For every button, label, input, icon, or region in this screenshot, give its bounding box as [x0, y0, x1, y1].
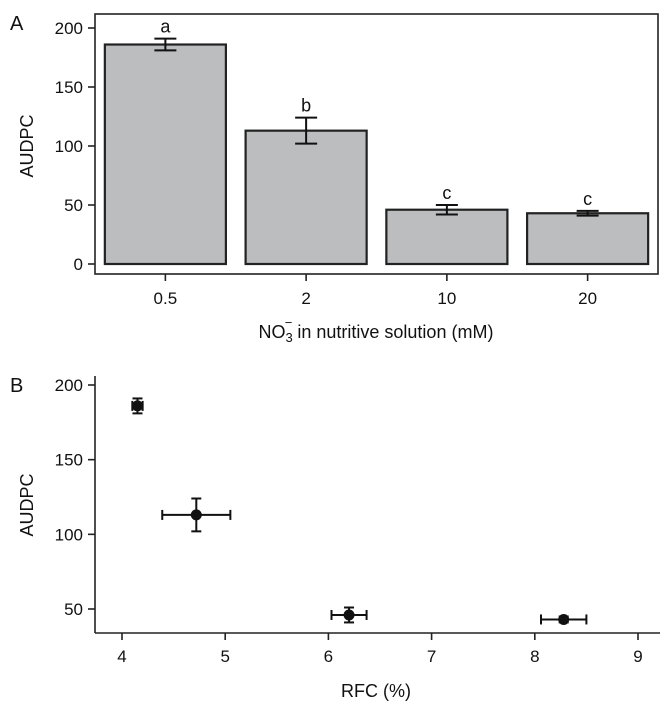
significance-letter: c: [442, 183, 451, 203]
panel-b-ytick-label: 50: [64, 600, 83, 619]
panel-b-xlabel: RFC (%): [341, 681, 411, 701]
panel-a-frame: [94, 13, 659, 275]
bar: [385, 208, 509, 266]
panel-b-xtick-label: 6: [324, 647, 333, 666]
panel-b-xtick-label: 5: [220, 647, 229, 666]
panel-a-xlabel: NO3− in nutritive solution (mM): [259, 315, 494, 345]
bar: [526, 212, 650, 266]
bar: [244, 129, 368, 266]
panel-b-ylabel: AUDPC: [17, 473, 37, 536]
panel-b-ytick-label: 100: [55, 525, 83, 544]
panel-a-xtick-label: 20: [578, 289, 597, 308]
panel-a-xlabel-rest: in nutritive solution (mM): [292, 322, 493, 342]
panel-a-xlabel-sup: −: [285, 315, 293, 330]
significance-letter: b: [301, 96, 311, 116]
panel-a-ytick-label: 150: [55, 78, 83, 97]
panel-b-ytick-label: 150: [55, 451, 83, 470]
panel-a-xlabel-sub: 3: [286, 330, 293, 345]
panel-a-xtick-label: 0.5: [154, 289, 178, 308]
panel-a-ytick-label: 200: [55, 19, 83, 38]
panel-b-label: B: [10, 375, 23, 397]
panel-a-xtick-label: 2: [301, 289, 310, 308]
panel-b-xtick-label: 8: [530, 647, 539, 666]
panel-b-area: [95, 376, 658, 633]
data-point: [343, 609, 355, 621]
significance-letter: a: [160, 17, 171, 37]
data-point: [558, 613, 570, 625]
panel-a-ytick-label: 0: [74, 255, 83, 274]
panel-b-ytick-label: 200: [55, 376, 83, 395]
panel-a-ylabel: AUDPC: [17, 114, 37, 177]
panel-b-plot: 50 100 150 200 4 5 6 7 8 9: [55, 376, 643, 666]
panel-a-ytick-label: 100: [55, 137, 83, 156]
data-point: [131, 400, 143, 412]
significance-letter: c: [583, 189, 592, 209]
panel-b-xtick-label: 9: [633, 647, 642, 666]
bar: [103, 43, 227, 266]
panel-b-xtick-label: 7: [427, 647, 436, 666]
data-point: [190, 509, 202, 521]
panel-b-xtick-label: 4: [117, 647, 126, 666]
panel-a-xtick-label: 10: [437, 289, 456, 308]
panel-a-xlabel-no: NO: [259, 322, 286, 342]
panel-a-label: A: [10, 13, 24, 35]
panel-a-ytick-label: 50: [64, 196, 83, 215]
panel-a-plot: 0 50 100 150 200 a 0.5 b 2 c 10 c 20: [55, 17, 650, 308]
